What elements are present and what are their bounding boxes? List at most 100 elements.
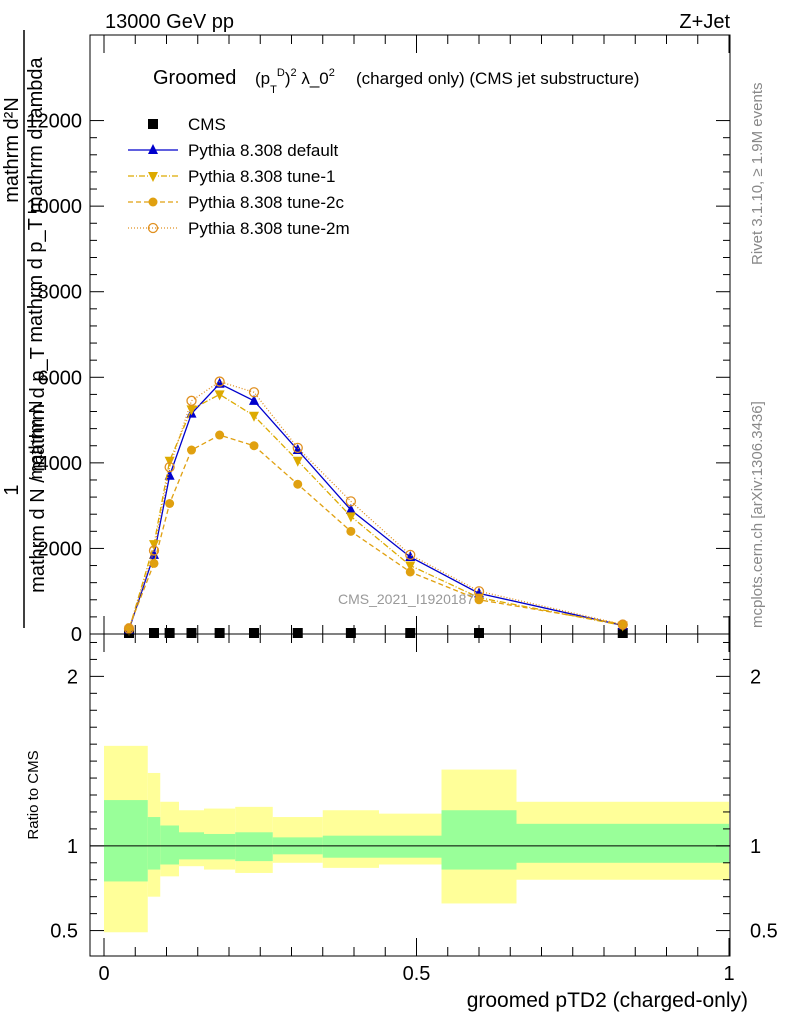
data-point xyxy=(164,628,175,638)
x-tick-label: 1 xyxy=(723,963,734,985)
data-point xyxy=(405,561,416,572)
data-point xyxy=(164,461,175,473)
watermark: CMS_2021_I1920187 xyxy=(338,591,474,607)
series-4 xyxy=(123,376,628,635)
ratio-y-tick-label: 0.5 xyxy=(50,921,78,943)
series-line xyxy=(128,380,623,630)
ylabel-numerator-sub: mathrm d p_T mathrm d lambda xyxy=(25,56,47,342)
data-point xyxy=(186,405,197,416)
ratio-band-inner xyxy=(516,823,729,863)
data-point xyxy=(617,619,628,630)
main-y-tick-label: 10000 xyxy=(26,196,82,218)
ratio-y-ticks: 0.5 0.5 1 1 2 2 xyxy=(50,641,778,943)
ylabel-one: 1 xyxy=(1,484,23,495)
data-point xyxy=(249,411,259,422)
data-point xyxy=(346,526,356,536)
x-axis-label: groomed pTD2 (charged-only) xyxy=(467,989,748,1012)
legend-label: Pythia 8.308 tune-2c xyxy=(188,193,344,212)
ratio-band-inner xyxy=(104,800,148,882)
main-y-tick-label: 0 xyxy=(71,624,82,646)
title-rest: (charged only) (CMS jet substructure) xyxy=(356,69,639,88)
legend-item: Pythia 8.308 tune-1 xyxy=(128,167,335,186)
legend-label: Pythia 8.308 tune-1 xyxy=(188,167,335,186)
data-point xyxy=(249,441,259,451)
ratio-ylabel: Ratio to CMS xyxy=(25,750,42,839)
legend-label: Pythia 8.308 tune-2m xyxy=(188,219,350,238)
x-ticks: 0 0.5 1 xyxy=(98,35,735,985)
data-point xyxy=(617,628,628,638)
ratio-plot-frame xyxy=(89,633,731,957)
data-point xyxy=(473,586,485,597)
ratio-y-tick-label-right: 1 xyxy=(750,836,761,858)
data-point xyxy=(405,567,415,577)
ratio-y-tick-label: 2 xyxy=(67,666,78,688)
data-point xyxy=(345,503,356,514)
ratio-band-inner xyxy=(379,835,442,858)
data-point xyxy=(474,595,484,605)
process-label: Z+Jet xyxy=(679,11,730,33)
data-point xyxy=(618,619,628,629)
main-plot-frame xyxy=(89,34,731,635)
ratio-band-inner xyxy=(235,832,273,862)
main-y-tick-label: 8000 xyxy=(38,282,83,304)
ratio-band-inner xyxy=(160,825,179,865)
data-point xyxy=(248,387,260,398)
data-point xyxy=(292,628,303,638)
series-0 xyxy=(124,628,628,638)
main-series xyxy=(123,376,628,638)
ratio-bands xyxy=(104,745,729,933)
legend-label: Pythia 8.308 default xyxy=(188,141,339,160)
ylabel-over: mathrm N xyxy=(26,400,46,479)
ratio-y-tick-label: 1 xyxy=(67,836,78,858)
legend-item: Pythia 8.308 tune-2m xyxy=(128,219,350,238)
data-point xyxy=(249,394,259,405)
ylabel-numerator: mathrm d²N xyxy=(1,97,23,203)
data-point xyxy=(164,456,175,467)
legend-item: CMS xyxy=(148,115,226,134)
plot-title: Groomed (pTD)2 λ_02 (charged only) (CMS … xyxy=(153,67,639,96)
mcplots-credit: mcplots.cern.ch [arXiv:1306.3436] xyxy=(749,401,766,628)
data-point xyxy=(249,628,259,638)
ylabel-denominator: mathrm d N / mathrm d p_T xyxy=(27,347,49,593)
ratio-y-tick-label-right: 0.5 xyxy=(750,921,778,943)
data-point xyxy=(149,540,159,551)
data-point xyxy=(345,512,356,523)
data-point xyxy=(149,558,159,568)
main-y-tick-label: 12000 xyxy=(26,111,82,133)
main-y-label: 1 mathrm N mathrm d²N mathrm d p_T mathr… xyxy=(1,30,49,628)
legend-marker xyxy=(148,144,158,154)
main-plot: 0 2000 4000 6000 8000 10000 12000 CMS_2021_I19… xyxy=(26,34,731,646)
legend-item: Pythia 8.308 tune-2c xyxy=(128,193,344,212)
collision-info: 13000 GeV pp xyxy=(105,11,234,33)
data-point xyxy=(149,628,159,638)
data-point xyxy=(345,628,356,638)
data-point xyxy=(405,628,416,638)
main-y-ticks: 0 2000 4000 6000 8000 10000 12000 xyxy=(26,111,730,646)
ratio-y-tick-label-right: 2 xyxy=(750,666,761,688)
data-point xyxy=(165,499,175,509)
ratio-band-inner xyxy=(147,817,161,870)
series-3 xyxy=(124,430,628,633)
legend-item: Pythia 8.308 default xyxy=(128,141,339,160)
data-point xyxy=(293,479,303,489)
ratio-plot: 0.5 0.51 12 2 0 0.5 1 Ratio to CMS groomed pT… xyxy=(25,35,778,1012)
ratio-band-inner xyxy=(441,810,517,870)
data-point xyxy=(292,442,303,454)
ratio-band-inner xyxy=(204,833,236,860)
main-y-tick-label: 4000 xyxy=(38,453,83,475)
title-main: Groomed xyxy=(153,67,236,89)
main-y-tick-label: 6000 xyxy=(38,367,83,389)
data-point xyxy=(186,395,197,406)
data-point xyxy=(214,390,225,401)
x-tick-label: 0 xyxy=(98,963,109,985)
data-point xyxy=(123,623,135,635)
x-tick-label: 0.5 xyxy=(403,963,431,985)
legend: CMS Pythia 8.308 default Pythia 8.308 tune… xyxy=(128,115,350,238)
data-point xyxy=(214,376,225,387)
legend-marker xyxy=(148,119,158,129)
data-point xyxy=(187,445,196,455)
data-point xyxy=(186,628,197,638)
data-point xyxy=(405,549,416,560)
data-point xyxy=(148,545,160,556)
